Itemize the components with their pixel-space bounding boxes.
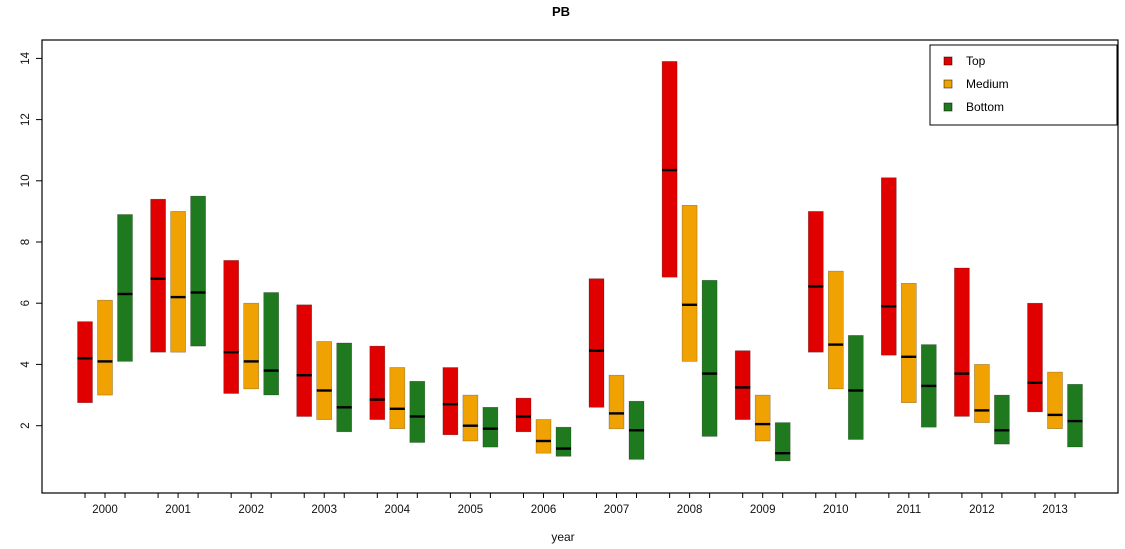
x-tick-label-2000: 2000 xyxy=(92,504,118,516)
y-tick-label-12: 12 xyxy=(20,113,32,126)
y-tick-label-10: 10 xyxy=(20,174,32,187)
y-tick-label-8: 8 xyxy=(20,239,32,245)
range-bar-bottom-2006 xyxy=(555,426,572,457)
y-tick-label-2: 2 xyxy=(20,422,32,428)
range-bar-bottom-2010 xyxy=(847,335,864,440)
range-bar-medium-2002 xyxy=(243,302,259,390)
range-bar-top-2012 xyxy=(954,267,970,417)
range-bar-medium-2001 xyxy=(170,211,186,353)
x-tick-label-2010: 2010 xyxy=(823,504,849,516)
plot-area-border xyxy=(41,39,1119,494)
range-bar-top-2007 xyxy=(588,278,605,408)
range-bar-medium-2010 xyxy=(827,270,844,390)
range-bar-medium-2006 xyxy=(535,419,552,454)
range-bar-bottom-2009 xyxy=(774,422,791,462)
range-bar-bottom-2008 xyxy=(701,279,718,437)
legend-label-top: Top xyxy=(966,54,986,68)
x-axis-label: year xyxy=(551,530,574,544)
range-bar-bottom-2004 xyxy=(409,380,426,443)
axes-layer: 2000 2001 2002 2003 2004 2005 2006 2007 2008 2009… xyxy=(20,51,1076,516)
legend-swatch-bottom xyxy=(943,102,953,112)
y-tick-label-6: 6 xyxy=(20,300,32,306)
range-bar-medium-2004 xyxy=(389,367,406,430)
range-bar-medium-2003 xyxy=(316,341,333,420)
x-tick-label-2009: 2009 xyxy=(750,504,776,516)
range-bar-medium-2007 xyxy=(608,374,625,430)
range-bar-top-2000 xyxy=(77,321,93,404)
range-bar-top-2003 xyxy=(296,304,313,417)
x-tick-label-2001: 2001 xyxy=(165,504,191,516)
x-tick-label-2003: 2003 xyxy=(311,504,337,516)
legend-label-bottom: Bottom xyxy=(966,100,1004,114)
range-bar-top-2013 xyxy=(1027,302,1043,413)
legend-swatch-top xyxy=(943,56,953,66)
legend-label-medium: Medium xyxy=(966,77,1009,91)
range-bar-bottom-2000 xyxy=(117,214,133,362)
range-bar-medium-2012 xyxy=(974,364,990,423)
range-bar-medium-2009 xyxy=(754,394,771,442)
x-tick-label-2005: 2005 xyxy=(458,504,484,516)
range-bar-top-2004 xyxy=(369,345,386,420)
x-tick-label-2006: 2006 xyxy=(531,504,557,516)
range-bar-medium-2008 xyxy=(681,205,698,362)
range-bar-medium-2011 xyxy=(900,282,917,403)
bars-layer xyxy=(77,61,1083,462)
range-bar-bottom-2001 xyxy=(190,195,206,347)
x-tick-label-2007: 2007 xyxy=(604,504,630,516)
x-tick-label-2008: 2008 xyxy=(677,504,703,516)
x-tick-label-2004: 2004 xyxy=(385,504,411,516)
y-tick-label-4: 4 xyxy=(20,361,32,368)
range-bar-bottom-2013 xyxy=(1067,383,1083,448)
range-bar-top-2006 xyxy=(515,397,532,433)
range-bar-top-2009 xyxy=(734,350,751,420)
range-bar-medium-2005 xyxy=(462,394,479,442)
legend: Top Medium Bottom xyxy=(929,44,1118,126)
range-bar-top-2001 xyxy=(150,198,166,353)
range-bar-top-2010 xyxy=(807,211,824,353)
range-bar-top-2011 xyxy=(880,177,897,356)
y-tick-label-14: 14 xyxy=(20,51,32,64)
range-bar-top-2002 xyxy=(223,260,239,394)
range-bar-bottom-2003 xyxy=(336,342,353,433)
x-tick-label-2011: 2011 xyxy=(896,504,921,516)
range-bar-bottom-2012 xyxy=(994,394,1010,445)
x-tick-label-2002: 2002 xyxy=(238,504,264,516)
range-bar-bottom-2002 xyxy=(263,292,280,396)
legend-swatch-medium xyxy=(943,79,953,89)
range-bar-bottom-2005 xyxy=(482,406,499,448)
legend-box xyxy=(929,44,1118,126)
range-bar-medium-2000 xyxy=(97,299,113,396)
x-tick-label-2013: 2013 xyxy=(1042,504,1068,516)
x-tick-label-2012: 2012 xyxy=(969,504,995,516)
range-bar-medium-2013 xyxy=(1047,371,1063,430)
chart-title: PB xyxy=(552,4,570,19)
range-bar-top-2005 xyxy=(442,367,459,436)
